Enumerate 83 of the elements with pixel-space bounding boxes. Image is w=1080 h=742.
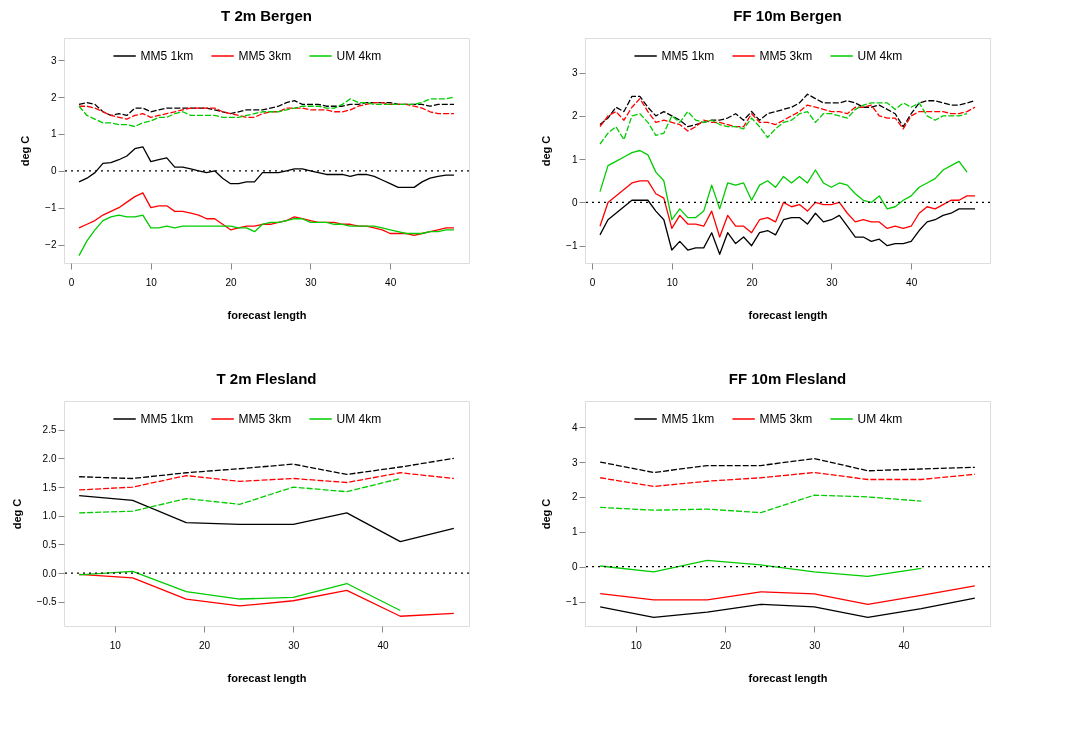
legend-label: UM 4km — [336, 412, 382, 426]
line-series — [78, 570, 401, 612]
y-tick-label: −0.5 — [36, 596, 57, 608]
line-series — [599, 559, 922, 578]
y-tick-label: 2 — [50, 91, 57, 103]
chart-title: T 2m Flesland — [216, 370, 317, 387]
legend-label: MM5 1km — [661, 412, 715, 426]
y-tick-label: 1.0 — [42, 510, 57, 522]
line-series — [78, 472, 455, 491]
legend-label: UM 4km — [336, 49, 382, 63]
line-series — [78, 495, 455, 543]
x-tick-label: 20 — [225, 276, 238, 288]
x-tick-label: 10 — [630, 639, 643, 651]
y-tick-label: 3 — [571, 67, 578, 79]
x-tick-label: 30 — [288, 639, 300, 651]
x-tick-label: 10 — [145, 276, 158, 288]
y-tick-label: −1 — [566, 596, 578, 608]
line-series — [599, 494, 922, 514]
x-axis-title: forecast length — [748, 308, 828, 321]
line-series — [599, 180, 976, 238]
y-tick-label: 3 — [50, 54, 57, 66]
x-tick-label: 10 — [666, 276, 679, 288]
x-tick-label: 30 — [809, 639, 821, 651]
y-tick-label: −1 — [566, 240, 578, 252]
x-tick-label: 0 — [68, 276, 75, 288]
legend-label: MM5 3km — [238, 412, 292, 426]
legend-label: MM5 3km — [759, 412, 813, 426]
y-axis-title: deg C — [10, 498, 23, 530]
line-series — [599, 597, 976, 618]
line-series — [78, 96, 455, 128]
x-tick-label: 40 — [377, 639, 389, 651]
y-tick-label: 1 — [571, 153, 578, 165]
y-tick-label: 2.0 — [42, 452, 57, 464]
x-axis-title: forecast length — [227, 671, 307, 684]
y-tick-label: −2 — [45, 239, 57, 251]
y-tick-label: 0 — [571, 196, 578, 208]
x-tick-label: 10 — [109, 639, 122, 651]
y-tick-label: 1 — [50, 128, 57, 140]
y-tick-label: 0 — [571, 561, 578, 573]
x-tick-label: 40 — [898, 639, 910, 651]
line-series — [599, 585, 976, 606]
line-series — [599, 457, 976, 474]
line-series — [78, 477, 401, 514]
legend-label: MM5 1km — [661, 49, 715, 63]
legend-label: MM5 3km — [238, 49, 292, 63]
x-tick-label: 20 — [198, 639, 211, 651]
line-series — [599, 471, 976, 488]
x-tick-label: 30 — [305, 276, 317, 288]
x-tick-label: 0 — [589, 276, 596, 288]
legend-label: UM 4km — [857, 49, 903, 63]
chart-title: FF 10m Flesland — [728, 370, 847, 387]
y-tick-label: 4 — [571, 421, 578, 433]
x-axis-title: forecast length — [748, 671, 828, 684]
y-tick-label: 3 — [571, 456, 578, 468]
y-tick-label: 2 — [571, 110, 578, 122]
y-tick-label: 2 — [571, 491, 578, 503]
legend-label: UM 4km — [857, 412, 903, 426]
line-series — [599, 149, 968, 221]
y-axis-title: deg C — [540, 135, 553, 167]
y-tick-label: 1 — [571, 526, 578, 538]
y-tick-label: 0 — [50, 165, 57, 177]
y-tick-label: −1 — [45, 202, 57, 214]
x-tick-label: 40 — [385, 276, 397, 288]
y-axis-title: deg C — [540, 498, 553, 530]
y-tick-label: 1.5 — [42, 481, 57, 493]
chart-title: FF 10m Bergen — [733, 7, 842, 24]
line-series — [78, 192, 455, 236]
x-tick-label: 20 — [719, 639, 732, 651]
x-tick-label: 30 — [826, 276, 838, 288]
y-tick-label: 2.5 — [42, 424, 57, 436]
y-tick-label: 0.5 — [42, 538, 57, 550]
legend-label: MM5 1km — [140, 412, 194, 426]
line-series — [78, 214, 455, 257]
x-tick-label: 20 — [746, 276, 759, 288]
line-series — [599, 102, 968, 145]
y-axis-title: deg C — [19, 135, 32, 167]
chart-title: T 2m Bergen — [221, 7, 312, 24]
x-axis-title: forecast length — [227, 308, 307, 321]
y-tick-label: 0.0 — [42, 567, 57, 579]
legend-label: MM5 1km — [140, 49, 194, 63]
line-series — [78, 457, 455, 480]
x-tick-label: 40 — [906, 276, 918, 288]
legend-label: MM5 3km — [759, 49, 813, 63]
